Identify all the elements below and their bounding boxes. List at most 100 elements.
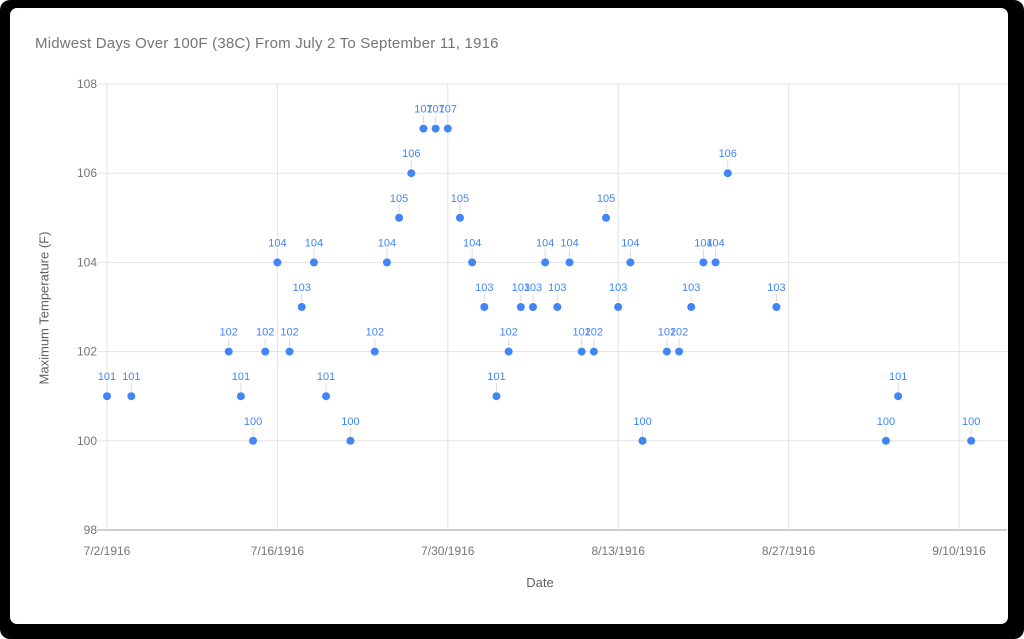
chart-title: Midwest Days Over 100F (38C) From July 2… — [35, 35, 499, 52]
data-point[interactable] — [699, 258, 708, 267]
point-label: 104 — [694, 237, 712, 249]
chart-card: Midwest Days Over 100F (38C) From July 2… — [10, 8, 1008, 624]
data-point[interactable] — [285, 347, 294, 356]
x-tick-label: 7/30/1916 — [421, 544, 475, 558]
data-point[interactable] — [492, 392, 501, 401]
data-point[interactable] — [431, 124, 440, 133]
data-point[interactable] — [602, 213, 611, 222]
point-label: 105 — [597, 193, 615, 205]
point-label: 104 — [621, 237, 639, 249]
point-label: 103 — [609, 282, 627, 294]
data-point[interactable] — [370, 347, 379, 356]
x-tick-label: 7/2/1916 — [84, 544, 131, 558]
data-point[interactable] — [687, 303, 696, 311]
x-tick-label: 9/10/1916 — [932, 544, 986, 558]
point-label: 104 — [463, 237, 481, 249]
point-label: 101 — [98, 371, 116, 383]
data-point[interactable] — [711, 258, 720, 267]
data-point[interactable] — [541, 258, 550, 267]
point-label: 107 — [414, 104, 432, 116]
point-label: 103 — [512, 282, 530, 294]
data-point[interactable] — [455, 213, 464, 222]
data-point[interactable] — [626, 258, 635, 267]
data-point[interactable] — [236, 392, 245, 401]
data-point[interactable] — [297, 303, 306, 311]
data-point[interactable] — [675, 347, 684, 356]
point-label: 103 — [524, 282, 542, 294]
point-label: 100 — [877, 416, 895, 428]
data-point[interactable] — [443, 124, 452, 133]
point-label: 102 — [366, 327, 384, 339]
data-point[interactable] — [322, 392, 331, 401]
point-label: 100 — [244, 416, 262, 428]
data-point[interactable] — [504, 347, 513, 356]
point-label: 103 — [293, 282, 311, 294]
scatter-plot: 98 100 102 104 106 108 7/2/1916 7/16/1916 7/30/1… — [77, 77, 1007, 558]
y-tick-label: 106 — [77, 166, 97, 180]
point-label: 102 — [670, 327, 688, 339]
data-point[interactable] — [407, 169, 416, 178]
data-point[interactable] — [638, 436, 647, 445]
data-point[interactable] — [881, 436, 890, 445]
data-point[interactable] — [967, 436, 976, 445]
data-point[interactable] — [103, 392, 111, 401]
data-point[interactable] — [589, 347, 598, 356]
data-point[interactable] — [468, 258, 477, 267]
data-point[interactable] — [480, 303, 489, 311]
data-point[interactable] — [224, 347, 233, 356]
point-label: 101 — [487, 371, 505, 383]
x-tick-label: 8/27/1916 — [762, 544, 816, 558]
point-label: 106 — [719, 148, 737, 160]
point-label: 107 — [426, 104, 444, 116]
data-point[interactable] — [273, 258, 282, 267]
y-tick-label: 102 — [77, 345, 97, 359]
point-label: 104 — [560, 237, 578, 249]
point-label: 104 — [268, 237, 286, 249]
data-point[interactable] — [614, 303, 623, 311]
y-tick-label: 98 — [84, 523, 98, 537]
point-label: 104 — [706, 237, 724, 249]
data-point[interactable] — [346, 436, 355, 445]
data-point[interactable] — [553, 303, 562, 311]
y-tick-label: 108 — [77, 77, 97, 91]
data-point[interactable] — [772, 303, 781, 311]
point-label: 104 — [305, 237, 323, 249]
point-label: 100 — [633, 416, 651, 428]
point-label: 101 — [317, 371, 335, 383]
point-label: 104 — [536, 237, 554, 249]
point-label: 102 — [658, 327, 676, 339]
data-point[interactable] — [395, 213, 404, 222]
point-label: 102 — [280, 327, 298, 339]
point-label: 106 — [402, 148, 420, 160]
point-label: 102 — [573, 327, 591, 339]
x-tick-label: 8/13/1916 — [592, 544, 646, 558]
point-label: 102 — [499, 327, 517, 339]
data-point[interactable] — [565, 258, 574, 267]
x-axis-title: Date — [526, 575, 554, 590]
data-point[interactable] — [894, 392, 903, 401]
data-point[interactable] — [516, 303, 525, 311]
data-point[interactable] — [249, 436, 258, 445]
point-label: 105 — [390, 193, 408, 205]
data-point[interactable] — [419, 124, 428, 133]
point-label: 104 — [378, 237, 396, 249]
y-tick-label: 104 — [77, 255, 97, 269]
data-point[interactable] — [127, 392, 136, 401]
y-tick-label: 100 — [77, 434, 97, 448]
point-label: 100 — [962, 416, 980, 428]
point-label: 100 — [341, 416, 359, 428]
point-label: 103 — [682, 282, 700, 294]
point-label: 102 — [585, 327, 603, 339]
data-point[interactable] — [529, 303, 537, 311]
data-point[interactable] — [261, 347, 270, 356]
data-point[interactable] — [309, 258, 318, 267]
data-point[interactable] — [577, 347, 586, 356]
point-label: 101 — [232, 371, 250, 383]
point-label: 103 — [475, 282, 493, 294]
data-point[interactable] — [662, 347, 671, 356]
data-point[interactable] — [723, 169, 732, 178]
data-point[interactable] — [382, 258, 391, 267]
point-label: 101 — [122, 371, 140, 383]
point-label: 101 — [889, 371, 907, 383]
